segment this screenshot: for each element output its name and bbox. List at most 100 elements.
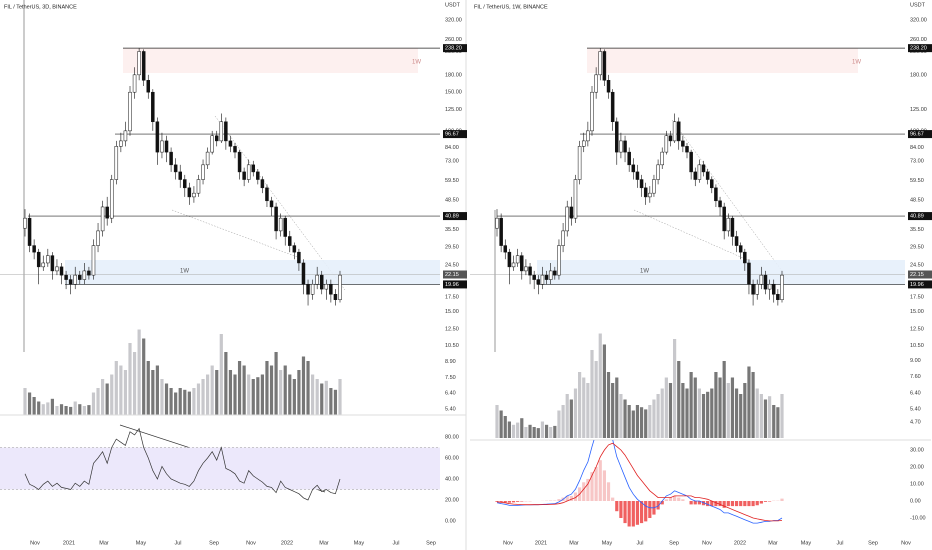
volume-bar [46, 402, 50, 415]
candle-body [319, 274, 324, 290]
candle-body [738, 245, 743, 253]
candle-body [532, 274, 536, 280]
x-tick-label: Nov [503, 540, 513, 546]
y-tick-label: 15.00 [910, 309, 924, 315]
volume-bar [301, 356, 306, 415]
price-badge-label: 19.96 [445, 282, 459, 288]
volume-bar [142, 338, 146, 415]
candle-body [87, 270, 91, 276]
candle-body [278, 217, 283, 232]
x-tick-label: 2022 [734, 540, 746, 546]
macd-histogram-bar [598, 460, 602, 501]
candle-body [183, 179, 187, 189]
volume-bar [718, 377, 722, 438]
candle-body [301, 262, 306, 285]
volume-bar [91, 392, 96, 415]
candle-body [759, 274, 764, 285]
volume-bar [201, 379, 205, 415]
candle-body [173, 164, 178, 173]
candle-body [565, 206, 569, 232]
macd-histogram-bar [656, 501, 660, 510]
y-tick-label: 5.40 [445, 406, 456, 412]
volume-bar [681, 383, 685, 438]
macd-histogram-bar [520, 501, 524, 502]
volume-bar [260, 374, 264, 415]
volume-bar [524, 427, 528, 438]
y-tick-label: 59.50 [445, 178, 459, 184]
demand-zone [65, 260, 440, 285]
candle-body [59, 266, 64, 276]
candle-body [544, 274, 549, 280]
candle-body [573, 179, 578, 219]
candle-body [701, 164, 706, 173]
volume-bar [283, 365, 287, 415]
candle-body [78, 274, 82, 280]
x-tick-label: Mar [768, 540, 778, 546]
macd-histogram-bar [631, 501, 635, 527]
volume-bar [73, 401, 77, 415]
candle-body [73, 274, 77, 285]
candle-body [109, 179, 114, 219]
candle-body [246, 164, 251, 180]
volume-bar [164, 383, 169, 415]
volume-bar [114, 361, 118, 415]
volume-bar [747, 366, 751, 438]
candle-body [224, 121, 228, 142]
candle-body [635, 171, 640, 180]
indicator-tick-label: 0.00 [445, 518, 456, 524]
y-tick-label: 10.50 [445, 343, 459, 349]
macd-histogram-bar [573, 492, 578, 501]
macd-histogram-bar [759, 501, 763, 504]
volume-bar [228, 370, 233, 415]
zone-label: 1W [180, 269, 189, 275]
candle-body [119, 140, 123, 147]
candle-body [511, 262, 516, 268]
volume-bar [50, 398, 54, 415]
indicator-tick-label: 40.00 [445, 476, 459, 482]
volume-bar [668, 383, 673, 438]
candle-body [557, 245, 561, 276]
macd-histogram-bar [644, 501, 648, 522]
y-tick-label: 6.40 [910, 390, 921, 396]
candle-body [36, 251, 41, 268]
demand-zone [537, 260, 905, 285]
candle-body [292, 245, 297, 253]
candle-body [726, 217, 731, 232]
volume-bar [87, 405, 91, 415]
volume-bar [333, 389, 338, 415]
volume-bar [644, 409, 648, 438]
candle-body [610, 91, 615, 123]
candle-body [310, 283, 315, 295]
volume-bar [689, 372, 693, 438]
macd-histogram-bar [780, 498, 784, 501]
y-tick-label: 260.00 [910, 37, 927, 43]
candle-body [196, 179, 201, 194]
candle-body [548, 270, 553, 280]
candle-body [82, 270, 87, 280]
volume-bar [594, 361, 598, 438]
candle-body [767, 283, 772, 290]
volume-bar [739, 394, 743, 438]
volume-bar [664, 377, 668, 438]
volume-bar [656, 394, 660, 438]
macd-histogram-bar [751, 501, 755, 507]
volume-bar [27, 392, 32, 415]
volume-bar [311, 374, 315, 415]
price-badge-label: 22.15 [910, 272, 924, 278]
y-tick-label: 260.00 [445, 37, 462, 43]
supply-zone [123, 48, 418, 73]
volume-bar [78, 404, 82, 415]
candle-body [495, 217, 499, 229]
indicator-tick-label: 10.00 [910, 481, 924, 487]
volume-bar [41, 404, 45, 415]
candle-body [137, 51, 141, 76]
candle-body [233, 146, 237, 153]
macd-histogram-bar [681, 499, 685, 501]
macd-histogram-bar [689, 501, 693, 505]
volume-bar [242, 365, 246, 415]
volume-bar [183, 389, 187, 415]
volume-bar [701, 394, 706, 438]
macd-histogram-bar [718, 501, 722, 507]
macd-histogram-bar [582, 482, 586, 501]
x-tick-label: Mar [319, 540, 329, 546]
